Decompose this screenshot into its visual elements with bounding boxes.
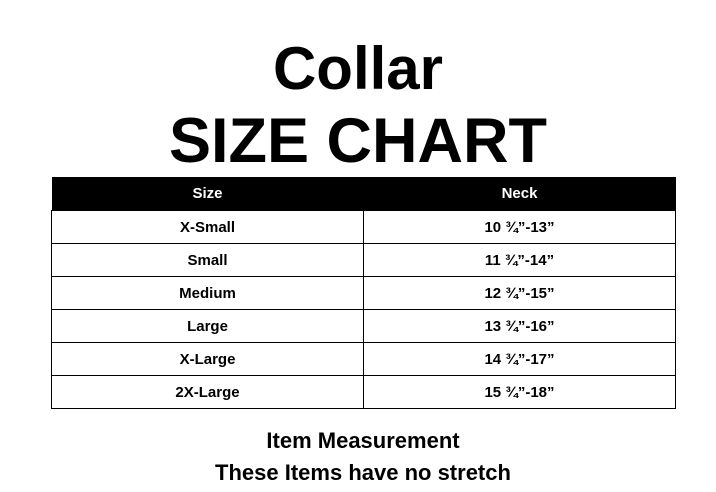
neck-cell: 13 ¾”-16”	[363, 309, 676, 343]
table-row: Large 13 ¾”-16”	[51, 309, 676, 343]
table-row: Small 11 ¾”-14”	[51, 243, 676, 277]
neck-cell: 12 ¾”-15”	[363, 276, 676, 310]
chart-subtitle: SIZE CHART	[169, 106, 547, 176]
size-cell: Small	[51, 243, 364, 277]
table-row: Medium 12 ¾”-15”	[51, 276, 676, 310]
size-cell: Medium	[51, 276, 364, 310]
neck-cell: 14 ¾”-17”	[363, 342, 676, 376]
footer-measurement: Item Measurement	[266, 428, 460, 453]
size-table: Size Neck X-Small 10 ¾”-13” Small 11 ¾”-14”…	[51, 177, 676, 409]
neck-cell: 10 ¾”-13”	[363, 210, 676, 244]
neck-cell: 11 ¾”-14”	[363, 243, 676, 277]
neck-cell: 15 ¾”-18”	[363, 375, 676, 409]
footer-stretch-note: These Items have no stretch	[215, 460, 511, 485]
table-row: 2X-Large 15 ¾”-18”	[51, 375, 676, 409]
chart-title: Collar	[272, 35, 444, 102]
size-cell: X-Large	[51, 342, 364, 376]
size-cell: 2X-Large	[51, 375, 364, 409]
header-neck: Neck	[363, 177, 676, 211]
header-size: Size	[51, 177, 364, 211]
table-header-row: Size Neck	[51, 177, 676, 211]
size-cell: X-Small	[51, 210, 364, 244]
size-cell: Large	[51, 309, 364, 343]
table-row: X-Large 14 ¾”-17”	[51, 342, 676, 376]
table-row: X-Small 10 ¾”-13”	[51, 210, 676, 244]
